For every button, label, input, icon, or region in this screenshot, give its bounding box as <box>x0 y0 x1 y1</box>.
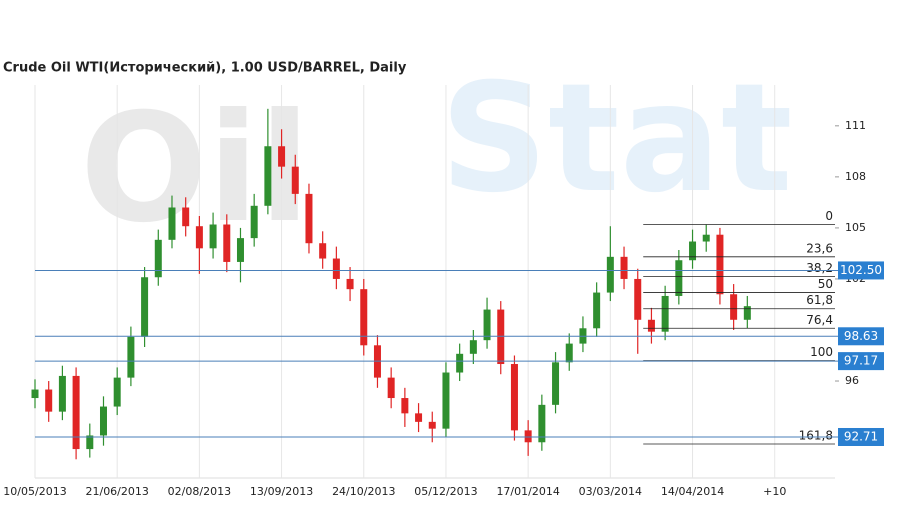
candle-body <box>730 294 738 320</box>
candle-body <box>716 234 724 295</box>
candle-body <box>195 226 203 249</box>
level-label-box <box>838 427 884 446</box>
candle-body <box>497 309 505 365</box>
candle-body <box>428 421 436 429</box>
candle-body <box>223 224 231 262</box>
candle-body <box>552 362 560 405</box>
x-tick-label: 02/08/2013 <box>168 485 231 498</box>
fib-label: 100 <box>810 345 833 359</box>
x-tick-label: 03/03/2014 <box>579 485 642 498</box>
candle-body <box>360 289 368 346</box>
y-tick-label: 105 <box>845 221 866 234</box>
chart-title: Crude Oil WTI(Исторический), 1.00 USD/BA… <box>3 61 407 76</box>
fib-label: 61,8 <box>806 293 833 307</box>
candle-body <box>99 406 107 436</box>
candle-body <box>442 372 450 429</box>
level-label: 98.63 <box>844 329 878 343</box>
level-label: 92.71 <box>844 429 878 443</box>
candle-body <box>113 377 121 407</box>
candle-body <box>401 398 409 414</box>
candle-body <box>538 404 546 443</box>
candle-body <box>86 435 94 450</box>
candle-body <box>236 238 244 262</box>
candle-body <box>510 364 518 431</box>
candle-body <box>305 193 313 244</box>
candle-body <box>565 343 573 363</box>
fib-label: 50 <box>818 277 833 291</box>
candle-body <box>250 205 258 239</box>
y-tick-label: 96 <box>845 374 859 387</box>
candle-body <box>620 256 628 279</box>
watermark-right: Stat <box>440 52 793 226</box>
level-label-box <box>838 261 884 280</box>
candle-body <box>182 207 190 227</box>
y-tick-label: 108 <box>845 170 866 183</box>
fib-label: 76,4 <box>806 313 833 327</box>
candle-body <box>689 241 697 261</box>
candle-body <box>524 430 532 443</box>
y-tick-label: 111 <box>845 119 866 132</box>
x-tick-label: 17/01/2014 <box>496 485 559 498</box>
candle-body <box>141 277 149 337</box>
candle-body <box>634 278 642 320</box>
candle-body <box>456 353 464 373</box>
candle-body <box>661 295 669 332</box>
fib-label: 38,2 <box>806 261 833 275</box>
x-tick-label: 14/04/2014 <box>661 485 724 498</box>
candle-body <box>154 239 162 278</box>
candle-body <box>31 389 39 399</box>
x-tick-label: +10 <box>763 485 786 498</box>
x-tick-label: 24/10/2013 <box>332 485 395 498</box>
level-label-box <box>838 352 884 371</box>
candle-body <box>675 260 683 296</box>
candle-body <box>332 258 340 279</box>
candle-body <box>168 207 176 240</box>
candle-body <box>606 256 614 293</box>
candle-body <box>346 278 354 290</box>
candle-body <box>209 224 217 249</box>
candle-body <box>702 234 710 242</box>
candle-body <box>415 413 423 422</box>
candle-body <box>387 377 395 399</box>
candle-body <box>291 166 299 194</box>
candle-body <box>743 306 751 320</box>
level-label: 97.17 <box>844 354 878 368</box>
candle-body <box>278 146 286 167</box>
x-tick-label: 21/06/2013 <box>85 485 148 498</box>
candle-body <box>647 319 655 332</box>
candle-body <box>264 146 272 206</box>
x-tick-label: 05/12/2013 <box>414 485 477 498</box>
candle-body <box>127 336 135 378</box>
level-label: 102.50 <box>840 263 882 277</box>
candle-body <box>593 292 601 329</box>
watermark-left: Oil <box>80 82 310 256</box>
level-label-box <box>838 327 884 346</box>
x-tick-label: 13/09/2013 <box>250 485 313 498</box>
x-tick-label: 10/05/2013 <box>3 485 66 498</box>
candle-body <box>72 375 80 450</box>
fib-label: 161,8 <box>799 428 833 442</box>
candle-body <box>45 389 53 412</box>
fib-label: 23,6 <box>806 241 833 255</box>
candle-body <box>469 340 477 354</box>
watermark: Oil Stat <box>80 52 793 256</box>
candle-body <box>483 309 491 341</box>
candle-body <box>58 375 66 412</box>
fib-label: 0 <box>825 209 833 223</box>
candle-body <box>319 243 327 259</box>
